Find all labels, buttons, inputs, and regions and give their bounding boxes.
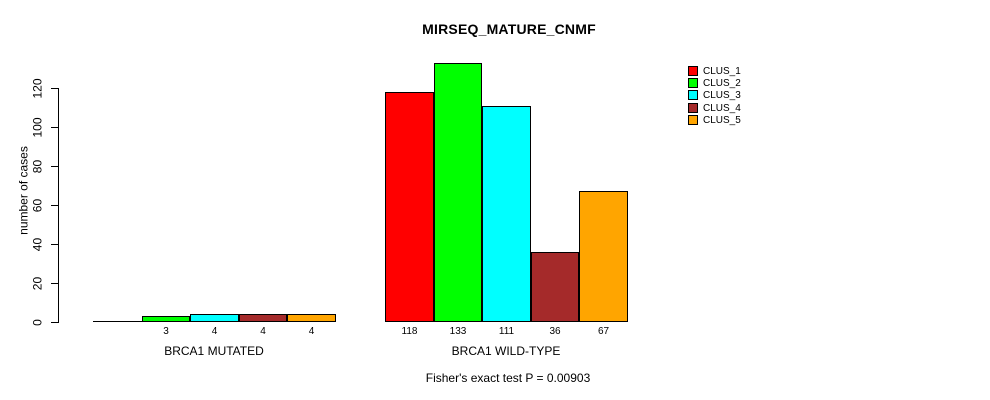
x-group-label-brca1-wild-type: BRCA1 WILD-TYPE <box>451 344 561 358</box>
y-axis-line <box>58 88 59 323</box>
legend-label-clus-4: CLUS_4 <box>703 103 741 114</box>
x-group-label-brca1-mutated: BRCA1 MUTATED <box>164 344 264 358</box>
legend-label-clus-5: CLUS_5 <box>703 115 741 126</box>
y-tick-label-100: 100 <box>30 117 45 138</box>
bar-value-label-brca1-wild-type-clus-2: 133 <box>449 326 467 337</box>
bar-brca1-wild-type-clus-4 <box>531 252 579 322</box>
legend-swatch-clus-2 <box>688 78 698 88</box>
y-tick-label-60: 60 <box>30 198 45 213</box>
y-tick-mark-20 <box>51 283 58 284</box>
bar-value-label-brca1-mutated-clus-5: 4 <box>308 326 315 337</box>
legend-label-clus-2: CLUS_2 <box>703 78 741 89</box>
fisher-test-annotation: Fisher's exact test P = 0.00903 <box>425 371 591 385</box>
bar-brca1-wild-type-clus-1 <box>385 92 434 322</box>
y-tick-label-40: 40 <box>30 237 45 252</box>
legend-swatch-clus-5 <box>688 115 698 125</box>
bar-brca1-wild-type-clus-2 <box>434 63 482 322</box>
y-tick-label-20: 20 <box>30 276 45 291</box>
y-tick-label-80: 80 <box>30 159 45 174</box>
y-tick-mark-100 <box>51 127 58 128</box>
y-tick-mark-60 <box>51 205 58 206</box>
bar-value-label-brca1-wild-type-clus-5: 67 <box>597 326 610 337</box>
bar-brca1-wild-type-clus-5 <box>579 191 628 322</box>
y-tick-mark-0 <box>51 322 58 323</box>
y-tick-label-120: 120 <box>30 78 45 99</box>
bar-brca1-mutated-clus-2 <box>142 316 190 322</box>
chart-title: MIRSEQ_MATURE_CNMF <box>422 21 596 37</box>
bar-value-label-brca1-mutated-clus-4: 4 <box>260 326 266 337</box>
bar-value-label-brca1-wild-type-clus-3: 111 <box>498 326 515 337</box>
legend-label-clus-3: CLUS_3 <box>703 90 741 101</box>
bar-brca1-mutated-clus-1 <box>93 321 142 322</box>
bar-brca1-mutated-clus-3 <box>190 314 239 322</box>
bar-brca1-wild-type-clus-3 <box>482 106 531 322</box>
y-tick-label-0: 0 <box>30 319 45 326</box>
legend-swatch-clus-4 <box>688 103 698 113</box>
y-axis-title: number of cases <box>16 146 31 235</box>
bar-value-label-brca1-mutated-clus-3: 4 <box>211 326 218 337</box>
bar-value-label-brca1-mutated-clus-2: 3 <box>163 326 169 337</box>
legend-swatch-clus-1 <box>688 66 698 76</box>
bar-brca1-mutated-clus-4 <box>239 314 287 322</box>
legend-label-clus-1: CLUS_1 <box>703 66 741 77</box>
y-tick-mark-120 <box>51 88 58 89</box>
bar-value-label-brca1-wild-type-clus-4: 36 <box>549 326 561 337</box>
bar-brca1-mutated-clus-5 <box>287 314 336 322</box>
y-tick-mark-40 <box>51 244 58 245</box>
bar-value-label-brca1-wild-type-clus-1: 118 <box>401 326 418 337</box>
y-tick-mark-80 <box>51 166 58 167</box>
legend-swatch-clus-3 <box>688 90 698 100</box>
